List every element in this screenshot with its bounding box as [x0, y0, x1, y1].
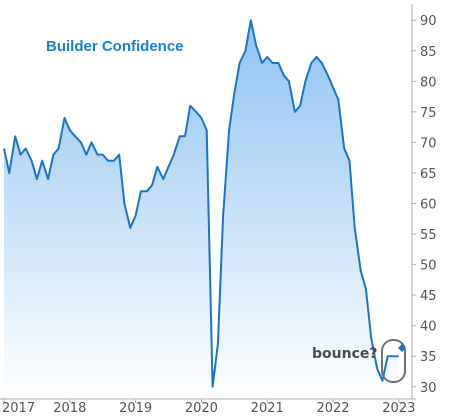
y-tick-label: 70 — [420, 136, 437, 151]
last-value-marker — [398, 344, 406, 352]
x-tick-label: 2023 — [382, 401, 415, 416]
label-layer: Builder Confidence bounce? — [46, 38, 406, 383]
y-tick-label: 35 — [420, 350, 437, 365]
y-tick-label: 45 — [420, 289, 437, 304]
x-tick-label: 2022 — [316, 401, 349, 416]
y-tick-label: 85 — [420, 45, 437, 60]
bounce-highlight-box — [381, 339, 406, 383]
y-tick-label: 55 — [420, 228, 437, 243]
y-tick-label: 90 — [420, 14, 437, 29]
axis-layer: 30 35 40 45 50 55 60 65 70 75 80 85 90 2017 2018 2019 20… — [0, 4, 437, 416]
y-tick-label: 60 — [420, 198, 437, 213]
bounce-annotation: bounce? — [312, 346, 378, 362]
series-area-fill — [4, 20, 399, 399]
y-tick-label: 50 — [420, 259, 437, 274]
y-tick-label: 80 — [420, 75, 437, 90]
x-tick-label: 2018 — [53, 401, 86, 416]
x-tick-label: 2017 — [2, 401, 35, 416]
y-tick-label: 75 — [420, 106, 437, 121]
x-tick-label: 2020 — [185, 401, 218, 416]
y-tick-label: 30 — [420, 381, 437, 396]
x-tick-label: 2019 — [119, 401, 152, 416]
chart-title: Builder Confidence — [46, 38, 184, 55]
area-layer — [3, 19, 399, 399]
y-tick-label: 40 — [420, 320, 437, 335]
y-tick-label: 65 — [420, 167, 437, 182]
series-line — [3, 19, 399, 388]
x-tick-label: 2021 — [251, 401, 284, 416]
